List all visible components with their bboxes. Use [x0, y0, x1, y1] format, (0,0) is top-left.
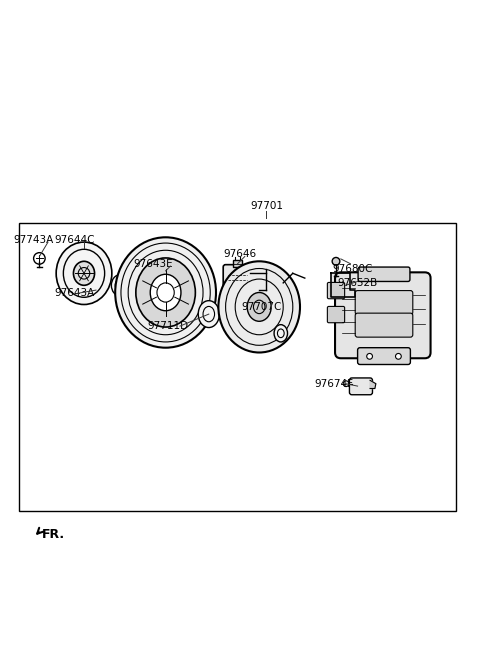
Bar — [233, 260, 242, 267]
Text: 97646: 97646 — [223, 249, 257, 259]
Text: 97743A: 97743A — [13, 235, 54, 244]
FancyBboxPatch shape — [327, 306, 345, 323]
Ellipse shape — [115, 237, 216, 348]
FancyBboxPatch shape — [349, 378, 372, 395]
Ellipse shape — [150, 274, 181, 311]
Ellipse shape — [198, 301, 219, 328]
Text: 97707C: 97707C — [241, 302, 282, 312]
Polygon shape — [331, 273, 355, 298]
Text: 97701: 97701 — [250, 201, 283, 211]
Ellipse shape — [218, 261, 300, 353]
Text: 97711D: 97711D — [147, 321, 189, 331]
FancyBboxPatch shape — [223, 265, 252, 288]
Circle shape — [343, 381, 349, 386]
FancyBboxPatch shape — [327, 283, 345, 299]
Text: 97643E: 97643E — [134, 259, 173, 269]
Circle shape — [337, 281, 345, 289]
Text: 97674F: 97674F — [314, 378, 353, 389]
Ellipse shape — [111, 275, 129, 296]
FancyBboxPatch shape — [358, 348, 410, 365]
Polygon shape — [370, 380, 376, 388]
Ellipse shape — [332, 258, 340, 265]
Text: 97644C: 97644C — [54, 235, 95, 244]
Bar — [19, 223, 456, 511]
Text: 97680C: 97680C — [333, 263, 373, 273]
FancyBboxPatch shape — [335, 273, 431, 358]
FancyBboxPatch shape — [358, 267, 410, 281]
Circle shape — [396, 353, 401, 359]
Ellipse shape — [247, 292, 271, 321]
Ellipse shape — [56, 242, 112, 304]
Ellipse shape — [73, 261, 95, 285]
Ellipse shape — [136, 258, 195, 327]
Ellipse shape — [274, 325, 288, 342]
FancyBboxPatch shape — [355, 290, 413, 315]
FancyBboxPatch shape — [355, 313, 413, 337]
Circle shape — [367, 353, 372, 359]
Text: 97643A: 97643A — [54, 288, 95, 298]
Text: 97652B: 97652B — [337, 278, 378, 288]
Text: FR.: FR. — [42, 528, 65, 541]
